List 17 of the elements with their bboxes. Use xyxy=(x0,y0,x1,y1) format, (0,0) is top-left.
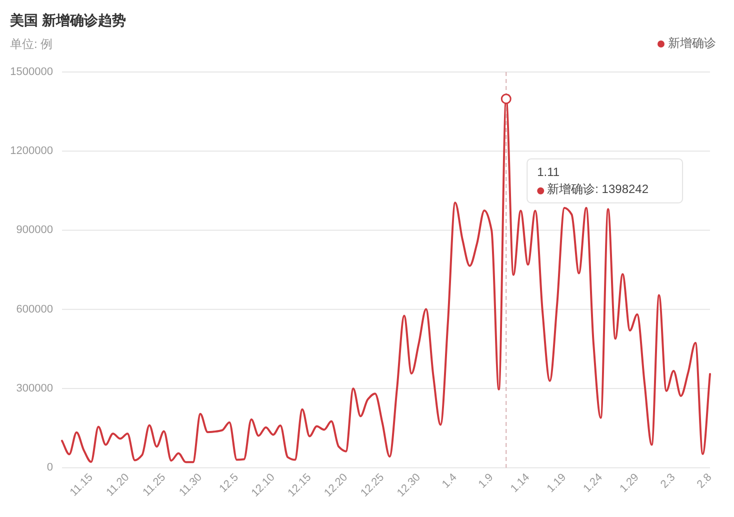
annotation: 新增确诊: 1398242 xyxy=(547,182,649,196)
x-tick-label: 1.4 xyxy=(440,471,460,491)
y-tick-label: 0 xyxy=(46,462,53,474)
legend-label: 新增确诊 xyxy=(668,36,716,50)
y-tick-label: 600000 xyxy=(16,303,53,316)
tooltip: 1.11 新增确诊: 1398242 xyxy=(526,158,684,204)
y-tick-label: 1500000 xyxy=(10,66,53,78)
y-tick-label: 300000 xyxy=(16,382,53,394)
x-tick-label: 2.8 xyxy=(694,471,714,491)
chart-subtitle: 单位: 例 xyxy=(10,37,53,51)
y-tick-label: 1200000 xyxy=(10,145,53,158)
chart-title: 美国 新增确诊趋势 xyxy=(9,12,126,28)
x-tick-label: 2.3 xyxy=(658,471,678,491)
legend: 新增确诊 xyxy=(658,36,716,50)
annotation: 1.11 xyxy=(537,165,560,180)
x-tick-label: 1.9 xyxy=(476,471,496,491)
y-tick-label: 900000 xyxy=(16,224,53,236)
